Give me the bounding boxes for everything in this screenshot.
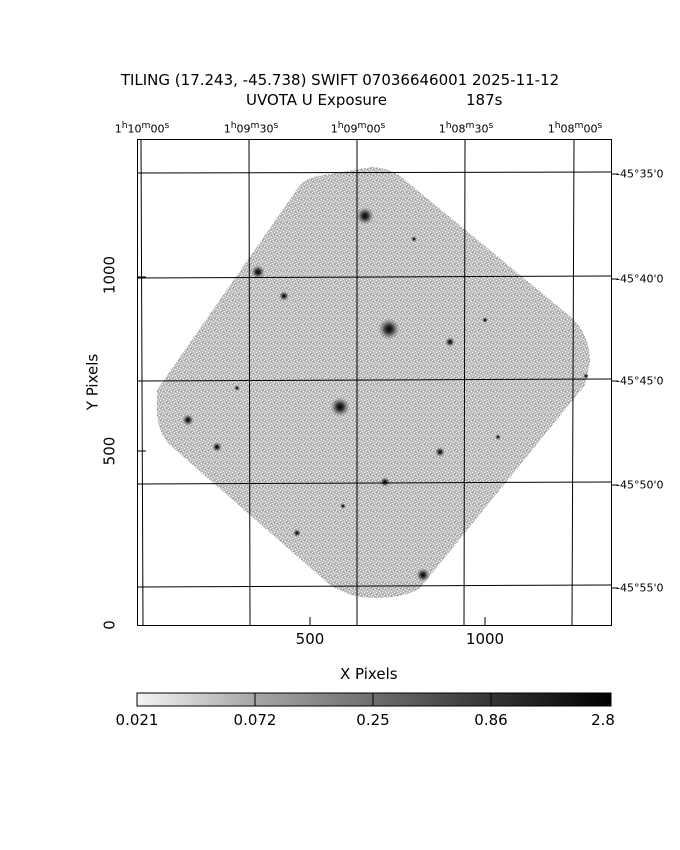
x-axis-title: X Pixels bbox=[340, 665, 398, 683]
x-tick-label: 500 bbox=[295, 630, 325, 648]
colorbar-label: 0.25 bbox=[356, 711, 390, 729]
colorbar-label: 0.021 bbox=[115, 711, 159, 729]
exposure-time-label: 187s bbox=[466, 91, 503, 109]
coordinate-grid bbox=[137, 139, 612, 626]
dec-tick-label: -45°40'0 bbox=[616, 272, 664, 286]
ra-tick-label: 1h10m00s bbox=[114, 120, 170, 136]
x-tick-label: 1000 bbox=[465, 630, 505, 648]
image-title: TILING (17.243, -45.738) SWIFT 070366460… bbox=[120, 71, 560, 89]
star-sources bbox=[182, 207, 589, 582]
plot-frame bbox=[137, 139, 612, 626]
colorbar-label: 0.86 bbox=[474, 711, 508, 729]
dec-tick-label: -45°55'0 bbox=[616, 581, 664, 595]
colorbar-label: 2.8 bbox=[591, 711, 615, 729]
ra-tick-label: 1h08m30s bbox=[438, 120, 494, 136]
pixel-axis-ticks bbox=[138, 173, 618, 625]
dec-tick-label: -45°50'0 bbox=[616, 478, 664, 492]
colorbar bbox=[136, 692, 612, 707]
ra-tick-label: 1h09m00s bbox=[330, 120, 386, 136]
ra-tick-label: 1h08m00s bbox=[547, 120, 603, 136]
dec-tick-label: -45°45'0 bbox=[616, 374, 664, 388]
ra-tick-label: 1h09m30s bbox=[223, 120, 279, 136]
colorbar-label: 0.072 bbox=[233, 711, 277, 729]
exposure-footprint bbox=[157, 167, 590, 598]
exposure-filter-label: UVOTA U Exposure bbox=[246, 91, 387, 109]
dec-tick-label: -45°35'0 bbox=[616, 167, 664, 181]
colorbar-ticks bbox=[254, 693, 492, 706]
